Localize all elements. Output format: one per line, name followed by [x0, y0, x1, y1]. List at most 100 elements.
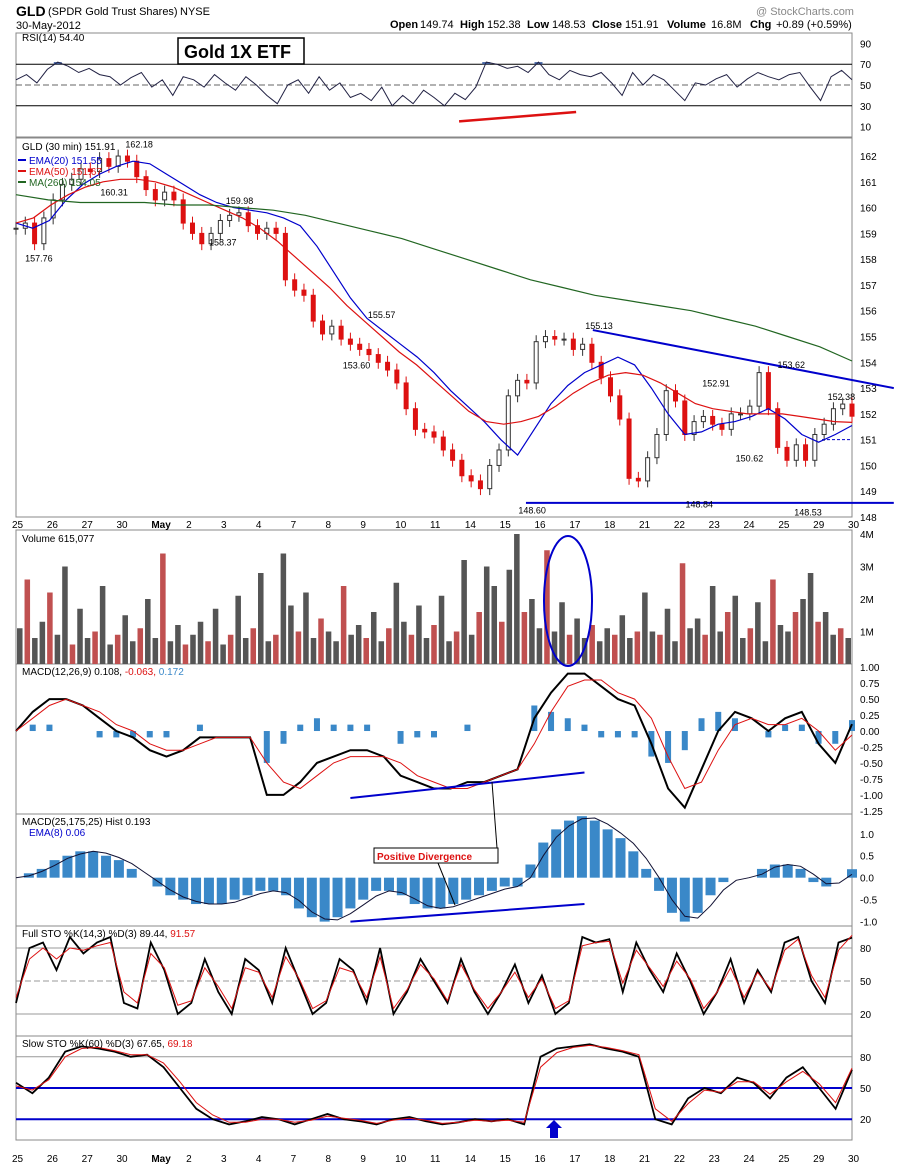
chart-date: 30-May-2012 [16, 20, 81, 32]
price-candle [830, 408, 836, 425]
fullsto-tick-20: 20 [860, 1010, 872, 1021]
macd1-hist-bar [815, 731, 822, 744]
volume-bar [536, 628, 543, 664]
volume-spike-ellipse [543, 535, 593, 667]
macd2-hist-bar [178, 877, 189, 900]
volume-bar [333, 641, 339, 664]
volume-bar [77, 608, 83, 664]
volume-bar [687, 628, 693, 664]
price-candle [69, 178, 75, 185]
macd2-hist-bar [512, 877, 523, 887]
price-candle [784, 446, 790, 461]
price-candle [13, 227, 19, 230]
price-tick-151: 151 [860, 436, 877, 447]
macd2-hist-bar [679, 877, 690, 922]
macd2-hist-bar [306, 877, 317, 918]
volume-bar [190, 634, 196, 664]
price-label-0: 157.76 [25, 253, 53, 263]
macd1-hist-bar [297, 724, 304, 732]
price-series-1 [15, 178, 853, 425]
price-tick-162: 162 [860, 152, 877, 163]
macd2-hist-bar [474, 877, 485, 896]
macd2-hist-bar [268, 877, 279, 891]
macd2-hist-bar [62, 855, 73, 878]
volume-bar [197, 621, 204, 664]
macd1-panel-frame [15, 663, 853, 815]
x-date-bottom-8: 7 [291, 1154, 297, 1165]
volume-bar [107, 644, 113, 664]
price-tick-155: 155 [860, 333, 877, 344]
volume-bar [160, 553, 166, 664]
price-label-3: 158.37 [209, 238, 237, 248]
volume-bar [694, 618, 701, 664]
x-date-16: 17 [569, 520, 581, 531]
macd2-hist-bar [576, 816, 587, 878]
price-candle [691, 421, 697, 435]
macd2-label: MACD(25,175,25) Hist 0.193 [22, 817, 151, 828]
macd1-hist-bar [598, 731, 605, 738]
volume-bar [212, 608, 219, 664]
macd2-ema-line [15, 817, 853, 921]
high-label: High [460, 19, 485, 31]
price-candle [97, 158, 103, 173]
volume-bar [476, 612, 482, 664]
macd1-hist-bar [665, 731, 672, 763]
volume-tick-0: 1M [860, 628, 874, 639]
macd2-hist-bar [461, 877, 472, 900]
price-label-8: 155.13 [585, 321, 613, 331]
macd2-hist-bar [165, 877, 176, 896]
volume-bar [559, 602, 565, 664]
volume-value: 16.8M [711, 19, 742, 31]
volume-bar [529, 599, 535, 664]
price-label-5: 155.57 [368, 310, 396, 320]
x-date-bottom-7: 4 [256, 1154, 262, 1165]
price-candle [700, 415, 706, 423]
macd2-hist-bar [191, 877, 202, 905]
x-date-21: 24 [744, 520, 756, 531]
x-date-bottom-23: 29 [813, 1154, 825, 1165]
x-date-8: 7 [291, 520, 297, 531]
macd2-hist-bar [435, 877, 446, 909]
macd2-hist-bar [486, 877, 497, 891]
rsi-overbought-fill [534, 62, 543, 65]
macd1-hist-bar [196, 724, 203, 732]
macd1-signal [15, 679, 853, 790]
price-candle [385, 361, 391, 371]
price-label-10: 152.91 [702, 378, 730, 388]
volume-bar [634, 631, 641, 664]
price-candle [152, 189, 158, 201]
x-date-bottom-14: 15 [500, 1154, 512, 1165]
volume-bar [355, 625, 362, 664]
macd2-hist-bar [113, 860, 124, 878]
macd2-hist-bar [229, 877, 240, 900]
macd1-tick--1.25: -1.25 [860, 807, 883, 818]
volume-bar [566, 634, 573, 664]
price-candle [533, 341, 539, 384]
x-date-bottom-4: May [151, 1154, 171, 1165]
macd1-tick-1.00: 1.00 [860, 663, 880, 674]
price-candle [635, 477, 641, 482]
macd2-hist-bar [705, 877, 716, 896]
fullsto-tick-50: 50 [860, 977, 872, 988]
volume-bar [408, 634, 415, 664]
volume-bar [717, 631, 723, 664]
volume-bar [242, 638, 249, 664]
open-label: Open [390, 19, 418, 31]
macd2-hist-bar [358, 877, 369, 900]
volume-bar [619, 615, 626, 664]
volume-bar [499, 621, 505, 664]
macd2-tick--1.0: -1.0 [860, 918, 878, 929]
macd1-hist-bar [146, 731, 153, 738]
price-candle [357, 343, 363, 350]
slowsto-tick-50: 50 [860, 1084, 872, 1095]
volume-bar [453, 631, 460, 664]
volume-bar [822, 612, 829, 664]
price-tick-152: 152 [860, 410, 877, 421]
volume-bar [611, 634, 618, 664]
macd1-hist-bar [765, 731, 772, 738]
macd1-tick-0.75: 0.75 [860, 679, 880, 690]
price-label-11: 150.62 [736, 453, 764, 463]
volume-bar [318, 618, 324, 664]
x-date-23: 29 [813, 520, 825, 531]
macd1-tick--0.50: -0.50 [860, 759, 883, 770]
